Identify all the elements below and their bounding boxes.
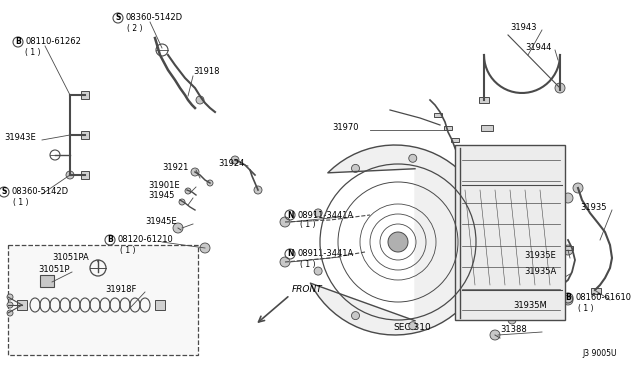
Circle shape bbox=[409, 322, 417, 330]
Text: S: S bbox=[115, 13, 121, 22]
Text: B: B bbox=[15, 38, 21, 46]
Text: 08110-61262: 08110-61262 bbox=[25, 38, 81, 46]
Circle shape bbox=[459, 293, 467, 301]
Text: 08120-61210: 08120-61210 bbox=[117, 235, 173, 244]
Text: 31943: 31943 bbox=[510, 23, 536, 32]
Text: 31945: 31945 bbox=[148, 192, 174, 201]
Circle shape bbox=[388, 232, 408, 252]
Circle shape bbox=[191, 168, 199, 176]
Circle shape bbox=[66, 171, 74, 179]
Circle shape bbox=[179, 199, 185, 205]
Text: ( 2 ): ( 2 ) bbox=[127, 23, 143, 32]
Circle shape bbox=[563, 245, 573, 255]
Circle shape bbox=[280, 257, 290, 267]
Text: 31918: 31918 bbox=[193, 67, 220, 77]
Circle shape bbox=[507, 295, 517, 305]
Text: ( 1 ): ( 1 ) bbox=[120, 246, 136, 254]
Text: 31051PA: 31051PA bbox=[52, 253, 89, 263]
Circle shape bbox=[314, 267, 322, 275]
Bar bbox=[455, 145, 565, 320]
Circle shape bbox=[409, 154, 417, 162]
Bar bbox=[591, 288, 602, 294]
Bar bbox=[434, 113, 442, 117]
Circle shape bbox=[508, 316, 516, 324]
Circle shape bbox=[7, 310, 13, 316]
Circle shape bbox=[185, 188, 191, 194]
Text: 31921: 31921 bbox=[162, 164, 188, 173]
Circle shape bbox=[563, 295, 573, 305]
Text: S: S bbox=[1, 187, 6, 196]
Circle shape bbox=[207, 180, 213, 186]
Text: SEC.310: SEC.310 bbox=[393, 323, 431, 331]
Bar bbox=[451, 138, 460, 142]
Circle shape bbox=[196, 96, 204, 104]
Circle shape bbox=[7, 302, 13, 308]
Circle shape bbox=[231, 156, 239, 164]
Text: 31935: 31935 bbox=[580, 203, 607, 212]
Text: 31935E: 31935E bbox=[524, 250, 556, 260]
Circle shape bbox=[459, 183, 467, 191]
Bar bbox=[8, 245, 198, 355]
Bar bbox=[17, 300, 27, 310]
Text: N: N bbox=[287, 250, 293, 259]
Text: ( 1 ): ( 1 ) bbox=[25, 48, 40, 57]
Text: 31970: 31970 bbox=[332, 124, 358, 132]
Text: 31388: 31388 bbox=[500, 326, 527, 334]
Text: 31943E: 31943E bbox=[4, 134, 36, 142]
Text: ( 1 ): ( 1 ) bbox=[300, 221, 316, 230]
Circle shape bbox=[490, 330, 500, 340]
Bar bbox=[155, 300, 165, 310]
Bar bbox=[40, 275, 54, 287]
Bar bbox=[481, 125, 493, 131]
Text: FRONT: FRONT bbox=[292, 285, 323, 295]
Circle shape bbox=[573, 183, 583, 193]
Text: 31924: 31924 bbox=[218, 158, 244, 167]
Bar bbox=[81, 131, 89, 139]
Circle shape bbox=[479, 238, 487, 246]
Text: 08160-61610: 08160-61610 bbox=[575, 294, 631, 302]
Text: ( 1 ): ( 1 ) bbox=[578, 304, 593, 312]
Circle shape bbox=[314, 209, 322, 217]
Text: 08360-5142D: 08360-5142D bbox=[125, 13, 182, 22]
Circle shape bbox=[351, 312, 360, 320]
Text: 31935A: 31935A bbox=[524, 267, 556, 276]
Text: B: B bbox=[565, 294, 571, 302]
Text: 31918F: 31918F bbox=[105, 285, 136, 295]
Text: 08360-5142D: 08360-5142D bbox=[11, 187, 68, 196]
Circle shape bbox=[280, 217, 290, 227]
Text: ( 1 ): ( 1 ) bbox=[13, 198, 29, 206]
Polygon shape bbox=[310, 145, 490, 335]
Text: N: N bbox=[287, 211, 293, 219]
Text: 31051P: 31051P bbox=[38, 266, 70, 275]
Text: J3 9005U: J3 9005U bbox=[582, 350, 616, 359]
Bar bbox=[81, 171, 89, 179]
Text: 31935M: 31935M bbox=[513, 301, 547, 310]
Bar bbox=[444, 126, 452, 130]
Circle shape bbox=[254, 186, 262, 194]
Bar bbox=[479, 97, 490, 103]
Text: 08911-3441A: 08911-3441A bbox=[297, 211, 353, 219]
Bar bbox=[81, 91, 89, 99]
Circle shape bbox=[563, 193, 573, 203]
Circle shape bbox=[200, 243, 210, 253]
Text: 08911-3441A: 08911-3441A bbox=[297, 250, 353, 259]
Circle shape bbox=[555, 83, 565, 93]
Text: 31944: 31944 bbox=[525, 44, 552, 52]
Circle shape bbox=[351, 164, 360, 172]
Circle shape bbox=[173, 223, 183, 233]
Circle shape bbox=[7, 294, 13, 300]
Text: ( 1 ): ( 1 ) bbox=[300, 260, 316, 269]
Text: 31945E: 31945E bbox=[145, 218, 177, 227]
Text: 31901E: 31901E bbox=[148, 180, 180, 189]
Text: B: B bbox=[107, 235, 113, 244]
Bar bbox=[563, 246, 573, 250]
